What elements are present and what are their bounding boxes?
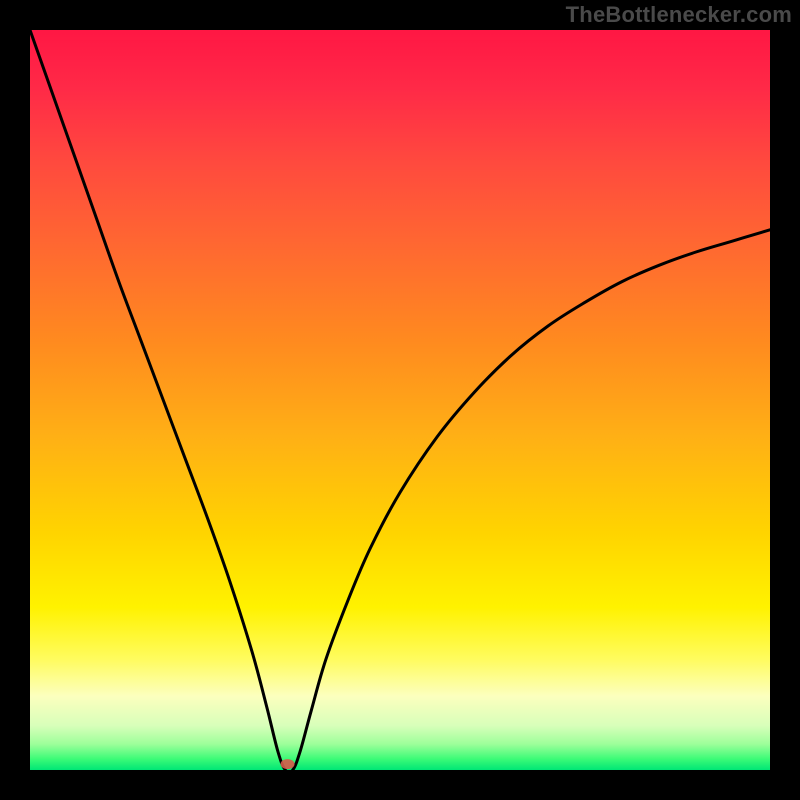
watermark-text: TheBottlenecker.com: [566, 2, 792, 28]
chart-frame: TheBottlenecker.com: [0, 0, 800, 800]
plot-background: [30, 30, 770, 770]
optimum-marker: [281, 759, 295, 769]
bottleneck-plot: [0, 0, 800, 800]
